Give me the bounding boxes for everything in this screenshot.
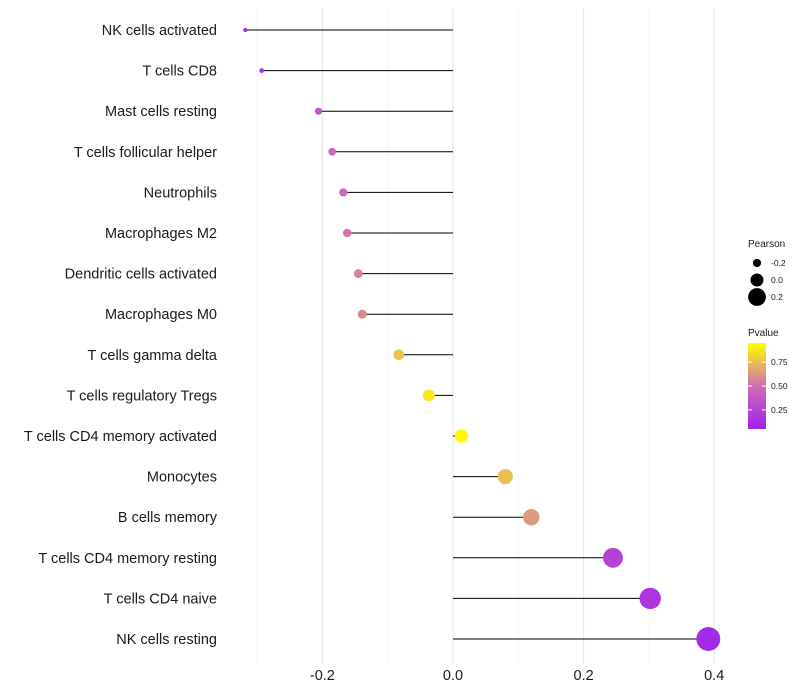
data-point: [328, 147, 337, 156]
color-legend-label: 0.25: [771, 405, 788, 415]
category-label: NK cells resting: [116, 632, 217, 648]
data-point: [696, 627, 721, 651]
data-point: [523, 509, 540, 526]
data-point: [314, 107, 323, 115]
category-label: T cells CD4 naive: [104, 591, 217, 607]
category-label: Monocytes: [147, 470, 217, 486]
x-tick-label: -0.2: [310, 668, 335, 684]
category-label: Macrophages M2: [105, 226, 217, 242]
data-point: [422, 389, 435, 402]
category-label: Mast cells resting: [105, 104, 217, 120]
size-legend-label: -0.2: [771, 258, 786, 268]
data-point: [339, 188, 348, 197]
category-label: T cells CD4 memory activated: [24, 429, 217, 445]
category-label: T cells CD8: [142, 64, 217, 80]
size-legend-title: Pearson: [748, 239, 785, 250]
category-label: Macrophages M0: [105, 307, 217, 323]
category-label: Dendritic cells activated: [65, 267, 217, 283]
data-point: [639, 587, 661, 610]
data-point: [353, 269, 363, 279]
data-point: [393, 349, 405, 361]
category-labels: NK cells activated T cells CD8 Mast cells …: [24, 23, 218, 648]
x-tick-label: 0.0: [443, 668, 463, 684]
size-legend-label: 0.2: [771, 292, 783, 302]
data-point: [357, 309, 367, 319]
grid-lines: [256, 8, 715, 664]
color-legend-keys: 0.75 0.50 0.25: [748, 357, 788, 415]
category-label: NK cells activated: [102, 23, 217, 39]
size-legend-label: 0.0: [771, 275, 783, 285]
stems: [245, 29, 709, 640]
data-point: [454, 429, 469, 443]
category-label: T cells regulatory Tregs: [67, 388, 217, 404]
category-label: Neutrophils: [144, 185, 217, 201]
color-legend-label: 0.50: [771, 381, 788, 391]
x-tick-label: 0.2: [574, 668, 594, 684]
color-legend-label: 0.75: [771, 357, 788, 367]
size-legend-dot: [752, 258, 762, 268]
color-legend-bar: [748, 343, 766, 429]
color-legend-title: Pvalue: [748, 328, 779, 339]
category-label: B cells memory: [118, 510, 218, 526]
x-axis-ticks: -0.2 0.0 0.2 0.4: [310, 668, 724, 684]
x-tick-label: 0.4: [704, 668, 724, 684]
data-point: [497, 469, 513, 485]
legend: Pearson -0.2 0.0 0.2 Pvalue 0.75 0.50 0.25: [748, 239, 788, 429]
data-point: [603, 547, 623, 568]
category-label: T cells gamma delta: [88, 348, 218, 364]
category-label: T cells follicular helper: [74, 145, 217, 161]
points: [243, 27, 721, 651]
data-point: [343, 228, 352, 238]
size-legend-dot: [748, 288, 766, 306]
data-point: [243, 27, 248, 33]
category-label: T cells CD4 memory resting: [38, 551, 217, 567]
size-legend-dot: [750, 273, 764, 287]
size-legend-keys: -0.2 0.0 0.2: [748, 258, 786, 306]
data-point: [259, 68, 265, 73]
